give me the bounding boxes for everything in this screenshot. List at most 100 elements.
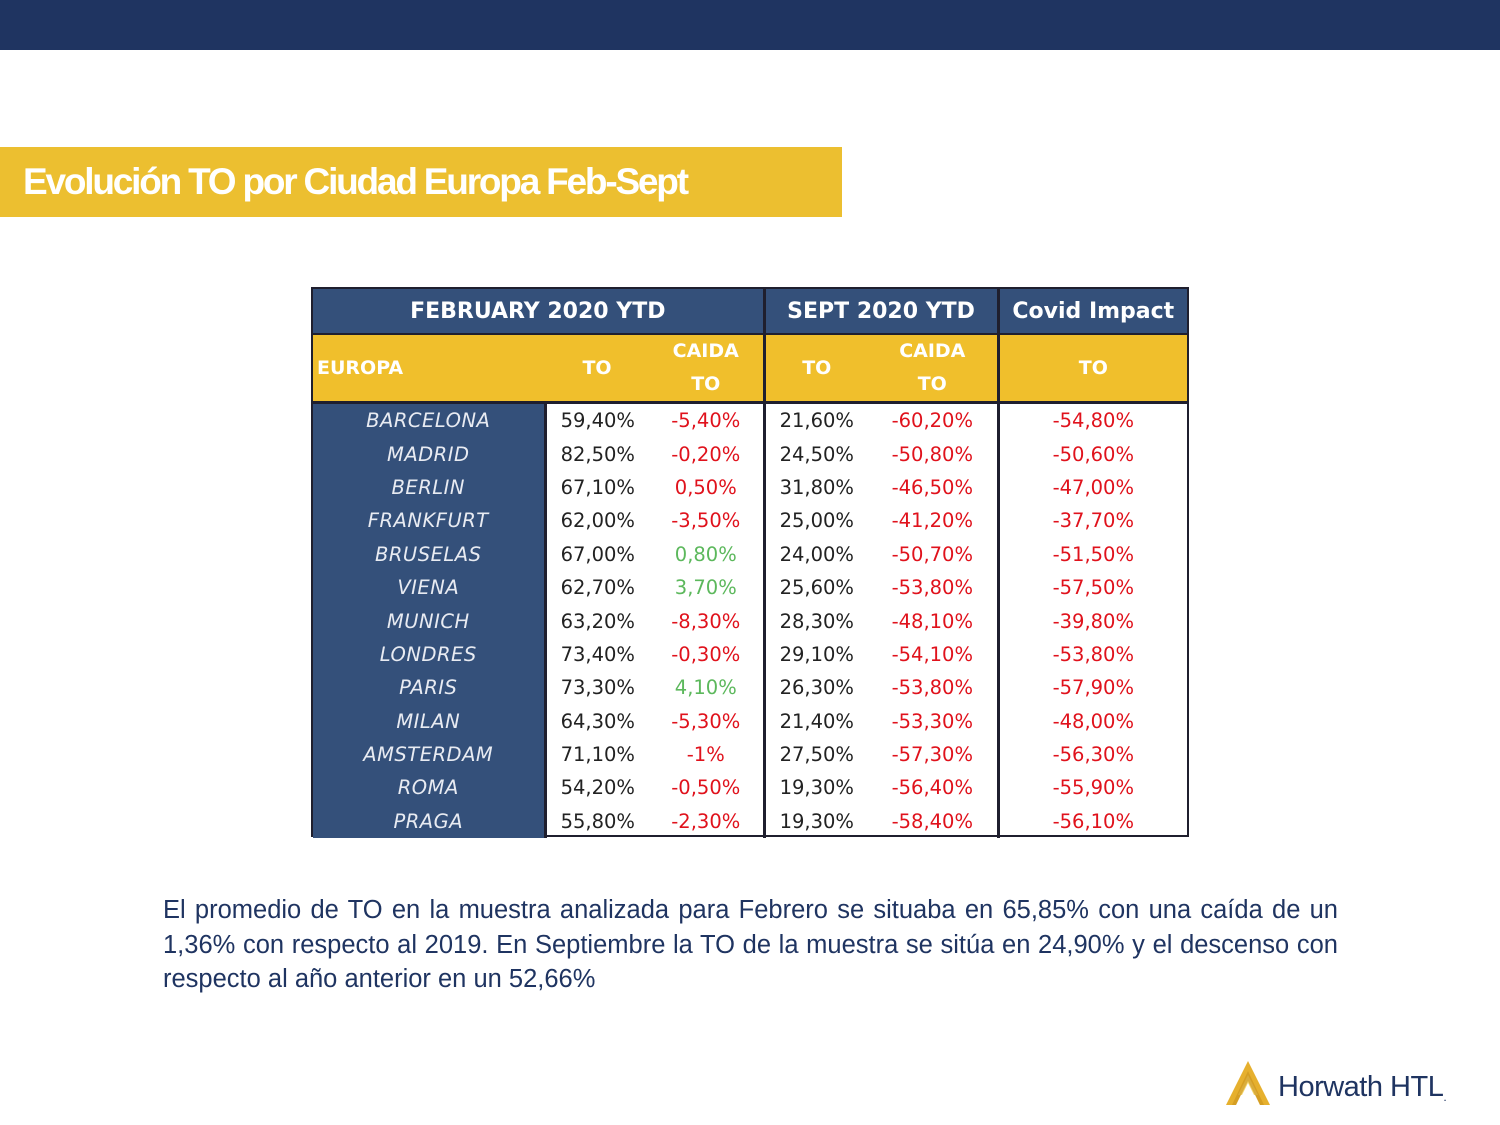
sept-caida-cell: -54,10% (868, 637, 1000, 672)
sept-to-cell: 19,30% (779, 809, 854, 833)
sub-header-row: EUROPA TO CAIDA TO TO CAIDA TO TO (313, 333, 1188, 404)
table-row: BARCELONA 59,40% -5,40% 21,60% -60,20% -54,80… (313, 402, 1187, 438)
header-sept-caida: CAIDA TO (868, 333, 1000, 404)
sept-to-cell: 19,30% (779, 776, 854, 800)
header-feb-caida: CAIDA TO (649, 333, 766, 404)
logo-name: Horwath HTL (1278, 1070, 1444, 1103)
feb-to-cell: 62,00% (560, 509, 635, 533)
covid-to-cell: -57,50% (1052, 576, 1134, 600)
sept-caida-cell: -48,10% (868, 604, 1000, 638)
feb-caida-cell: 3,70% (649, 570, 766, 605)
group-header-row: FEBRUARY 2020 YTD SEPT 2020 YTD Covid Im… (313, 289, 1188, 334)
covid-to-cell: -37,70% (1052, 509, 1134, 533)
city-cell: PRAGA (313, 804, 547, 839)
city-cell: LONDRES (313, 637, 547, 672)
sept-caida-cell: -57,30% (868, 737, 1000, 772)
header-region: EUROPA (313, 333, 545, 404)
feb-to-cell: 59,40% (560, 409, 635, 433)
sept-to-cell: 25,00% (779, 509, 854, 533)
sept-caida-cell: -53,30% (868, 704, 1000, 738)
logo-mark: . (1443, 1089, 1447, 1104)
table-row: LONDRES 73,40% -0,30% 29,10% -54,10% -53,80% (313, 637, 1187, 672)
summary-paragraph: El promedio de TO en la muestra analizad… (163, 896, 1338, 993)
sept-to-cell: 31,80% (779, 475, 854, 499)
feb-caida-cell: -0,30% (649, 637, 766, 672)
feb-caida-cell: -2,30% (649, 804, 766, 839)
covid-to-cell: -54,80% (1052, 409, 1134, 433)
city-cell: BARCELONA (313, 402, 547, 438)
sept-caida-cell: -46,50% (868, 470, 1000, 505)
feb-to-cell: 63,20% (560, 609, 635, 633)
logo-wordmark: Horwath HTL. (1278, 1070, 1447, 1104)
covid-to-cell: -53,80% (1052, 642, 1134, 666)
table-row: BERLIN 67,10% 0,50% 31,80% -46,50% -47,00% (313, 470, 1187, 505)
feb-to-cell: 73,30% (560, 676, 635, 700)
sept-to-cell: 28,30% (779, 609, 854, 633)
table-row: MADRID 82,50% -0,20% 24,50% -50,80% -50,60% (313, 437, 1187, 471)
city-cell: MUNICH (313, 604, 547, 638)
header-feb-caida-line2: TO (691, 373, 721, 395)
sept-caida-cell: -53,80% (868, 671, 1000, 705)
feb-caida-cell: -5,30% (649, 704, 766, 738)
sept-caida-cell: -53,80% (868, 570, 1000, 605)
feb-to-cell: 55,80% (560, 809, 635, 833)
city-cell: BERLIN (313, 470, 547, 505)
covid-to-cell: -51,50% (1052, 542, 1134, 566)
covid-to-cell: -39,80% (1052, 609, 1134, 633)
sept-caida-cell: -58,40% (868, 804, 1000, 839)
feb-to-cell: 64,30% (560, 709, 635, 733)
sept-to-cell: 21,60% (779, 409, 854, 433)
table-row: MILAN 64,30% -5,30% 21,40% -53,30% -48,00% (313, 704, 1187, 738)
table-row: VIENA 62,70% 3,70% 25,60% -53,80% -57,50% (313, 570, 1187, 605)
covid-to-cell: -56,10% (1052, 809, 1134, 833)
sept-caida-cell: -60,20% (868, 402, 1000, 438)
header-feb-to: TO (545, 333, 649, 404)
table-row: ROMA 54,20% -0,50% 19,30% -56,40% -55,90% (313, 771, 1187, 805)
feb-to-cell: 73,40% (560, 642, 635, 666)
feb-to-cell: 54,20% (560, 776, 635, 800)
table-row: MUNICH 63,20% -8,30% 28,30% -48,10% -39,80% (313, 604, 1187, 638)
city-cell: AMSTERDAM (313, 737, 547, 772)
table-row: AMSTERDAM 71,10% -1% 27,50% -57,30% -56,30% (313, 737, 1187, 772)
table-row: PRAGA 55,80% -2,30% 19,30% -58,40% -56,10% (313, 804, 1187, 839)
table-body: BARCELONA 59,40% -5,40% 21,60% -60,20% -54,80… (313, 402, 1187, 839)
covid-to-cell: -57,90% (1052, 676, 1134, 700)
feb-caida-cell: 0,50% (649, 470, 766, 505)
city-cell: BRUSELAS (313, 537, 547, 571)
group-header-february: FEBRUARY 2020 YTD (313, 289, 766, 334)
sept-caida-cell: -41,20% (868, 504, 1000, 538)
city-cell: MADRID (313, 437, 547, 471)
chevron-peaks-icon (1226, 1061, 1270, 1105)
feb-to-cell: 62,70% (560, 576, 635, 600)
covid-to-cell: -48,00% (1052, 709, 1134, 733)
feb-to-cell: 67,00% (560, 542, 635, 566)
table-row: PARIS 73,30% 4,10% 26,30% -53,80% -57,90% (313, 671, 1187, 705)
header-sept-caida-line1: CAIDA (899, 340, 966, 362)
city-cell: VIENA (313, 570, 547, 605)
city-cell: ROMA (313, 771, 547, 805)
feb-caida-cell: 0,80% (649, 537, 766, 571)
feb-caida-cell: -8,30% (649, 604, 766, 638)
header-sept-to: TO (764, 333, 869, 404)
sept-to-cell: 24,00% (779, 542, 854, 566)
title-band: Evolución TO por Ciudad Europa Feb-Sept (0, 147, 842, 217)
feb-to-cell: 71,10% (560, 743, 635, 767)
header-feb-caida-line1: CAIDA (672, 340, 739, 362)
covid-to-cell: -56,30% (1052, 743, 1134, 767)
sept-caida-cell: -56,40% (868, 771, 1000, 805)
sept-to-cell: 21,40% (779, 709, 854, 733)
covid-to-cell: -55,90% (1052, 776, 1134, 800)
sept-to-cell: 25,60% (779, 576, 854, 600)
sept-to-cell: 29,10% (779, 642, 854, 666)
sept-to-cell: 24,50% (779, 442, 854, 466)
covid-to-cell: -50,60% (1052, 442, 1134, 466)
table-row: BRUSELAS 67,00% 0,80% 24,00% -50,70% -51,50% (313, 537, 1187, 571)
feb-caida-cell: -0,20% (649, 437, 766, 471)
table-row: FRANKFURT 62,00% -3,50% 25,00% -41,20% -37,70… (313, 504, 1187, 538)
sept-to-cell: 27,50% (779, 743, 854, 767)
occupancy-table-grid: FEBRUARY 2020 YTD SEPT 2020 YTD Covid Im… (313, 289, 1188, 839)
group-header-covid-impact: Covid Impact (998, 289, 1188, 334)
sept-caida-cell: -50,70% (868, 537, 1000, 571)
feb-to-cell: 82,50% (560, 442, 635, 466)
header-covid-to: TO (998, 333, 1188, 404)
